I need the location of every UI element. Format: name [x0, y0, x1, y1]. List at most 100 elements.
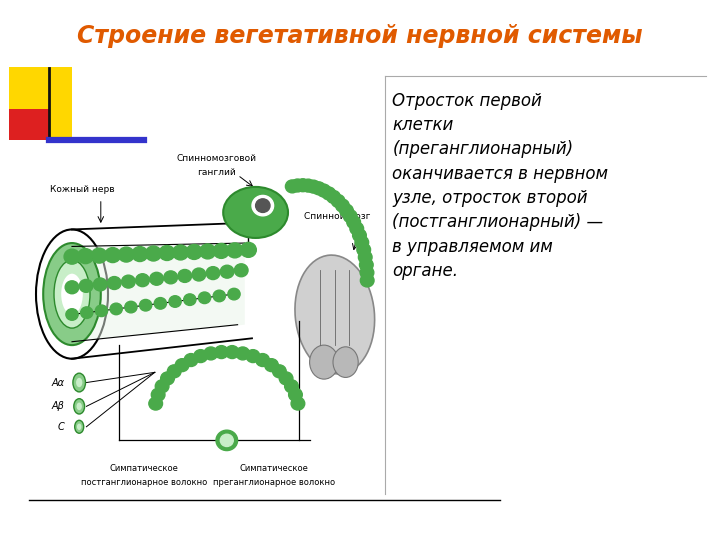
Circle shape: [145, 246, 161, 261]
Circle shape: [184, 354, 198, 367]
Circle shape: [357, 243, 371, 256]
Circle shape: [279, 372, 293, 385]
Circle shape: [151, 388, 165, 401]
Circle shape: [184, 294, 196, 306]
Bar: [9, 109, 50, 140]
Ellipse shape: [76, 402, 82, 410]
Circle shape: [118, 247, 134, 262]
Circle shape: [317, 184, 330, 197]
Ellipse shape: [295, 255, 374, 374]
Circle shape: [105, 248, 121, 262]
Circle shape: [156, 380, 169, 393]
Circle shape: [91, 248, 107, 263]
Circle shape: [343, 210, 357, 222]
Circle shape: [178, 269, 192, 282]
Circle shape: [215, 346, 228, 359]
Text: Кожный нерв: Кожный нерв: [50, 185, 115, 194]
Ellipse shape: [310, 345, 338, 379]
Circle shape: [175, 359, 189, 372]
Text: преганглионарное волокно: преганглионарное волокно: [212, 477, 335, 487]
Circle shape: [240, 242, 256, 258]
Circle shape: [312, 182, 325, 195]
Circle shape: [66, 309, 78, 320]
Circle shape: [192, 268, 206, 281]
Circle shape: [350, 222, 364, 235]
Circle shape: [204, 347, 217, 360]
Circle shape: [225, 346, 239, 359]
Circle shape: [64, 249, 80, 264]
Circle shape: [227, 243, 243, 258]
Circle shape: [289, 388, 302, 401]
Circle shape: [256, 354, 269, 367]
Circle shape: [140, 300, 152, 311]
Circle shape: [150, 272, 163, 285]
Text: Строение вегетативной нервной системы: Строение вегетативной нервной системы: [77, 24, 643, 48]
Circle shape: [164, 271, 178, 284]
Circle shape: [79, 279, 93, 292]
Circle shape: [213, 290, 225, 302]
Ellipse shape: [333, 347, 359, 377]
Circle shape: [228, 288, 240, 300]
Circle shape: [361, 274, 374, 287]
Circle shape: [161, 372, 174, 385]
Circle shape: [206, 267, 220, 280]
Circle shape: [95, 305, 107, 316]
Ellipse shape: [76, 378, 82, 387]
Ellipse shape: [43, 243, 101, 345]
Circle shape: [149, 397, 163, 410]
Text: C: C: [58, 422, 65, 432]
Bar: [9, 68, 72, 140]
Circle shape: [246, 349, 260, 362]
Circle shape: [355, 236, 369, 249]
Circle shape: [199, 292, 211, 303]
Circle shape: [167, 365, 181, 378]
Circle shape: [291, 397, 305, 410]
Circle shape: [132, 247, 148, 261]
Text: ганглий: ганглий: [197, 168, 235, 177]
Text: Спинной мозг: Спинной мозг: [305, 212, 371, 221]
Circle shape: [340, 204, 354, 217]
Ellipse shape: [73, 399, 85, 414]
Circle shape: [159, 246, 175, 260]
Circle shape: [125, 301, 137, 313]
Circle shape: [169, 296, 181, 307]
Circle shape: [236, 347, 250, 360]
Text: Симпатическое: Симпатическое: [239, 464, 308, 473]
Circle shape: [327, 191, 341, 204]
Text: Симпатическое: Симпатическое: [109, 464, 179, 473]
Circle shape: [273, 365, 287, 378]
Circle shape: [216, 430, 238, 450]
Circle shape: [65, 281, 79, 294]
Circle shape: [252, 195, 274, 216]
Circle shape: [173, 245, 189, 260]
Circle shape: [256, 199, 270, 212]
Circle shape: [331, 194, 345, 207]
Text: Спинномозговой: Спинномозговой: [176, 154, 256, 164]
Ellipse shape: [75, 420, 84, 433]
Circle shape: [186, 245, 202, 259]
Ellipse shape: [36, 230, 108, 359]
Circle shape: [220, 265, 234, 278]
Circle shape: [199, 244, 215, 259]
Circle shape: [81, 307, 93, 319]
Ellipse shape: [223, 187, 288, 238]
Circle shape: [110, 303, 122, 315]
Circle shape: [235, 264, 248, 276]
Circle shape: [285, 180, 299, 193]
Circle shape: [94, 278, 107, 291]
Ellipse shape: [61, 274, 83, 314]
Circle shape: [322, 187, 336, 200]
Circle shape: [353, 229, 366, 242]
Polygon shape: [72, 243, 245, 342]
Circle shape: [360, 266, 374, 279]
Ellipse shape: [54, 260, 90, 328]
Text: Aβ: Aβ: [52, 401, 65, 411]
Ellipse shape: [77, 423, 81, 430]
Circle shape: [359, 259, 373, 271]
Circle shape: [154, 298, 166, 309]
Circle shape: [265, 359, 279, 372]
Circle shape: [135, 274, 149, 287]
Text: постганглионарное волокно: постганглионарное волокно: [81, 477, 207, 487]
Circle shape: [220, 434, 233, 447]
Text: Aα: Aα: [52, 377, 65, 388]
